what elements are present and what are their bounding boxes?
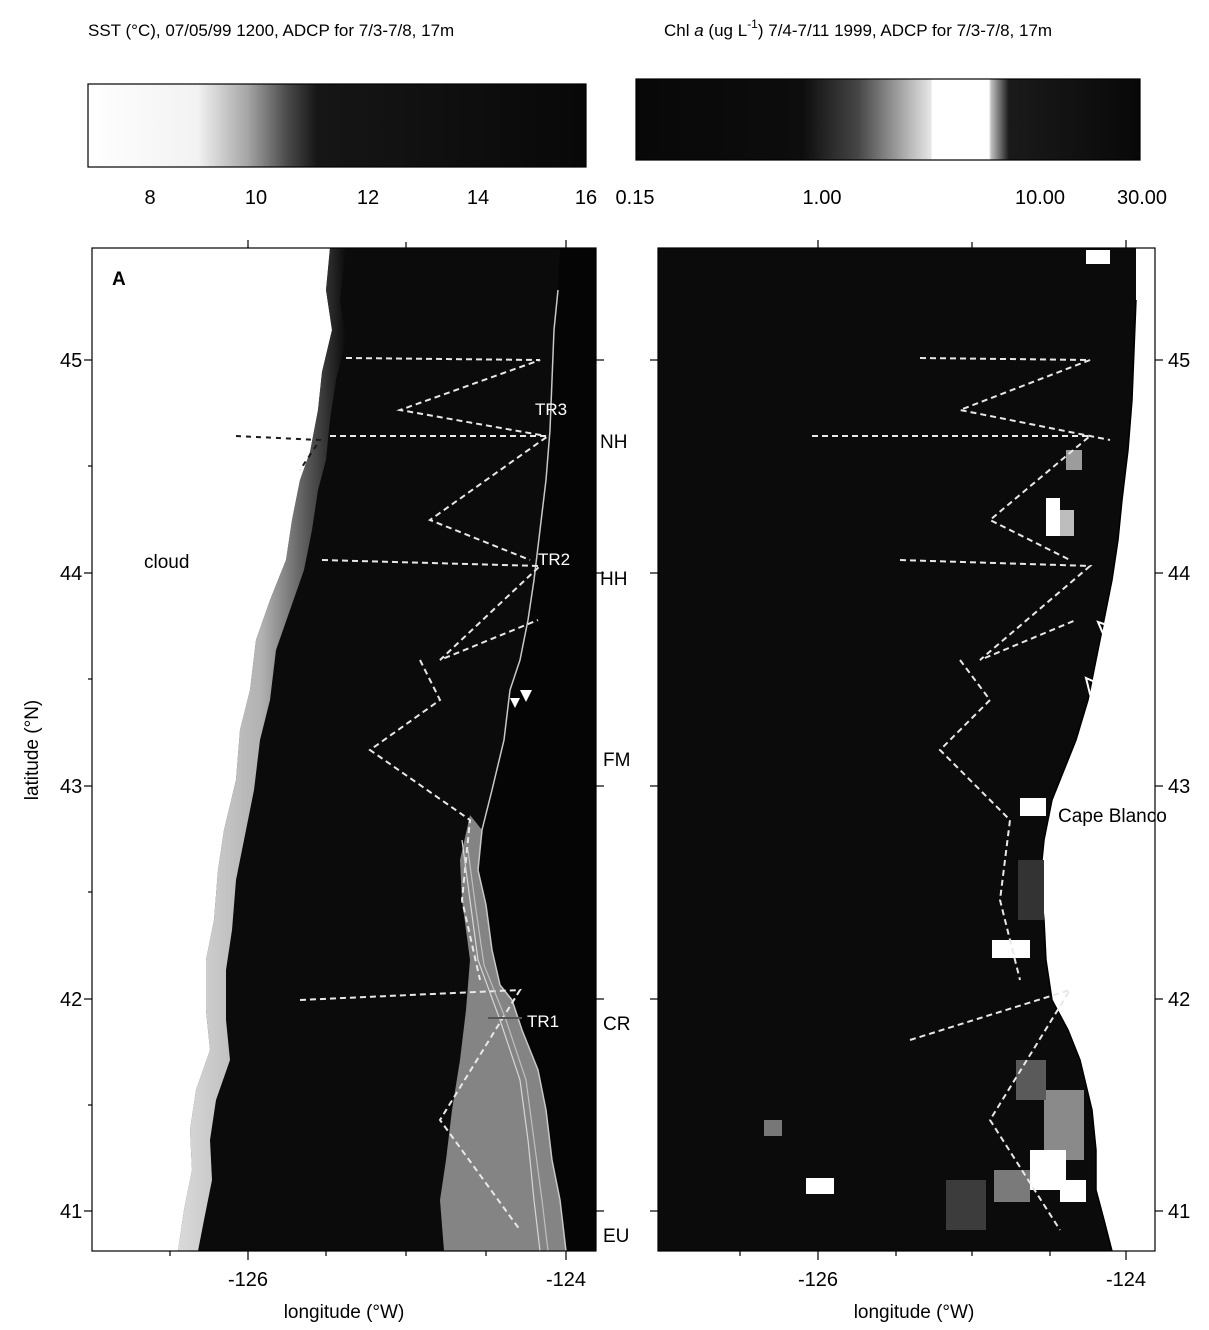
panel-letter-a: A	[112, 269, 126, 290]
tide-gauge-flag-icon	[520, 690, 532, 702]
cloud-label: cloud	[144, 552, 189, 573]
y-axis-label: latitude (°N)	[22, 700, 43, 801]
sst-tick-12: 12	[357, 187, 379, 209]
right-lon-axis: -126 -124	[739, 240, 1146, 1291]
adcp-vectors-dark	[235, 435, 322, 471]
sst-colorbar-ticks: 8 10 12 14 16	[144, 187, 597, 209]
transect-tr1: TR1	[527, 1012, 559, 1031]
chl-coastline	[1039, 299, 1137, 1251]
chl-tick-0-15: 0.15	[616, 187, 655, 209]
cape-blanco-label: Cape Blanco	[1058, 806, 1167, 827]
left-panel-title: SST (°C), 07/05/99 1200, ADCP for 7/3-7/…	[88, 21, 454, 40]
cloud-edge-band	[178, 248, 346, 1251]
station-eu: EU	[603, 1226, 629, 1247]
sst-map	[92, 248, 596, 1251]
station-hh: HH	[600, 569, 627, 590]
lat-tick-41-right: 41	[1168, 1201, 1190, 1223]
x-axis-label-right: longitude (°W)	[854, 1302, 975, 1323]
adcp-vectors	[299, 357, 552, 1231]
chl-title-prefix: Chl	[664, 21, 694, 40]
transect-tr2: TR2	[538, 550, 570, 569]
coastline	[477, 289, 567, 1251]
chl-adcp-vectors	[812, 357, 1111, 1231]
station-cr: CR	[603, 1014, 630, 1035]
sst-tick-10: 10	[245, 187, 267, 209]
lat-tick-44: 44	[60, 563, 82, 585]
lon-tick-124-right: -124	[1106, 1269, 1146, 1291]
chl-title-sup: -1	[747, 17, 758, 31]
isobath-line-offshore	[467, 849, 549, 1251]
chl-title-suffix: ) 7/4-7/11 1999, ADCP for 7/3-7/8, 17m	[758, 21, 1052, 40]
sst-map-frame	[91, 247, 597, 1252]
lat-tick-42: 42	[60, 989, 82, 1011]
lat-tick-41: 41	[60, 1201, 82, 1223]
lat-tick-43: 43	[60, 776, 82, 798]
station-nh: NH	[600, 432, 627, 453]
chl-map	[658, 248, 1155, 1251]
chl-title-italic: a	[694, 21, 703, 40]
lat-tick-45: 45	[60, 350, 82, 372]
sst-tick-14: 14	[467, 187, 489, 209]
chl-title-mid: (ug L	[704, 21, 747, 40]
chl-colorbar	[635, 78, 1141, 161]
chl-high-pixels	[764, 250, 1110, 1230]
chl-map-frame	[657, 247, 1156, 1252]
lat-tick-44-right: 44	[1168, 563, 1190, 585]
chl-colorbar-ticks: 0.15 1.00 10.00 30.00	[616, 187, 1168, 209]
lon-tick-126-right: -126	[798, 1269, 838, 1291]
left-lon-axis: -126 -124	[169, 240, 586, 1291]
lon-tick-124-left: -124	[546, 1269, 586, 1291]
sst-colorbar	[87, 83, 587, 168]
lat-tick-43-right: 43	[1168, 776, 1190, 798]
isobath-line	[461, 839, 541, 1251]
station-fm: FM	[603, 750, 630, 771]
lat-tick-45-right: 45	[1168, 350, 1190, 372]
cloud-region	[92, 248, 332, 1251]
left-lat-axis: 45 44 43 42 41	[60, 350, 604, 1223]
transect-tr3: TR3	[535, 400, 567, 419]
x-axis-label-left: longitude (°W)	[284, 1302, 405, 1323]
sst-tick-16: 16	[575, 187, 597, 209]
chl-tick-30-00: 30.00	[1117, 187, 1167, 209]
lon-tick-126-left: -126	[228, 1269, 268, 1291]
land-mask	[478, 248, 596, 1251]
right-lat-axis: 45 44 43 42 41	[650, 350, 1190, 1223]
chl-tick-10-00: 10.00	[1015, 187, 1065, 209]
sst-tick-8: 8	[144, 187, 155, 209]
chl-tick-1-00: 1.00	[803, 187, 842, 209]
right-panel-title: Chl a (ug L-1) 7/4-7/11 1999, ADCP for 7…	[664, 17, 1052, 40]
chl-land-mask	[1040, 248, 1155, 1251]
lat-tick-42-right: 42	[1168, 989, 1190, 1011]
